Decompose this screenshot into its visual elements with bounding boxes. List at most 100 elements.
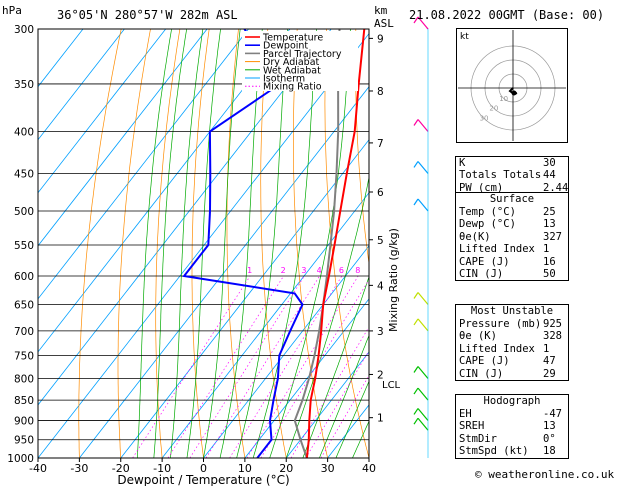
surface-key: Dewp (°C) — [459, 218, 516, 231]
surface-value: 327 — [543, 230, 562, 243]
surface-value: 25 — [543, 206, 556, 218]
wind-barb — [417, 417, 429, 431]
pressure-tick-label: 950 — [14, 435, 34, 447]
hodograph-table-title: Hodograph — [483, 395, 541, 407]
mu-value: 328 — [543, 330, 562, 343]
surface-value: 50 — [543, 267, 556, 280]
wind-barb-flag — [413, 161, 419, 168]
wind-barb — [417, 408, 429, 421]
legend-item: Temperature — [262, 33, 323, 44]
surface-title: Surface — [489, 193, 535, 205]
km-tick-label: 5 — [377, 235, 384, 247]
mixing-ratio-label: 2 — [281, 266, 286, 275]
most-unstable-panel: Most Unstable Pressure (mb) 925 θe (K) 328 L… — [455, 304, 569, 381]
wind-barb-flag — [413, 366, 419, 373]
km-tick-label: 3 — [377, 326, 384, 338]
hodograph-table-panel: Hodograph EH -47 SREH 13 StmDir 0° StmSpd (kt)… — [455, 394, 569, 459]
isotherm-line — [38, 29, 208, 247]
wind-barb-flag — [413, 16, 419, 24]
wet-adiabat-line — [136, 29, 172, 458]
mixing-ratio-label: 10 — [368, 266, 378, 275]
isotherm-line — [285, 351, 369, 458]
km-tick-label: 8 — [377, 86, 384, 98]
surface-key: Temp (°C) — [459, 206, 516, 218]
temp-tick-label: 20 — [279, 462, 293, 475]
wet-adiabat-line — [319, 334, 369, 458]
hodo-key: SREH — [459, 420, 485, 433]
temp-tick-label: -40 — [29, 462, 47, 475]
dry-adiabat-line — [561, 29, 629, 458]
isotherm-line — [161, 192, 369, 458]
wind-barbs — [413, 16, 429, 458]
surface-key: CIN (J) — [459, 267, 504, 280]
wind-barb — [417, 366, 429, 379]
isotherm-line — [203, 245, 369, 458]
wind-barb-flag — [413, 198, 419, 206]
credit-label: © weatheronline.co.uk — [475, 468, 615, 481]
surface-row: Temp (°C) 25 — [456, 206, 568, 218]
mu-key: Lifted Index — [459, 342, 535, 355]
wind-barb-flag — [413, 318, 419, 326]
mixing-ratio-label: 1 — [247, 266, 252, 275]
mu-value: 47 — [543, 355, 556, 368]
mixing-ratio-label: 20 — [411, 266, 421, 275]
mu-row: CAPE (J) 47 — [456, 355, 568, 367]
hodo-key: StmDir — [459, 432, 497, 445]
pressure-tick-label: 450 — [14, 168, 34, 180]
isotherm-line — [38, 29, 125, 141]
mu-row: Pressure (mb) 925 — [456, 318, 568, 330]
km-tick-label: 2 — [377, 369, 384, 381]
indices-panel: K 30 Totals Totals 44 PW (cm) 2.44 — [455, 156, 569, 196]
hodo-value: 0° — [543, 432, 556, 445]
surface-value: 13 — [543, 218, 556, 231]
index-key: PW (cm) — [459, 181, 504, 194]
mixing-ratio-line — [189, 275, 305, 458]
pressure-tick-label: 500 — [14, 206, 34, 218]
hodograph-unit-label: kt — [460, 32, 469, 42]
index-key: Totals Totals — [459, 169, 542, 182]
dry-adiabat-line — [620, 29, 629, 458]
wind-barb — [417, 292, 429, 305]
temp-tick-label: 40 — [362, 462, 376, 475]
surface-row: Dewp (°C) 13 — [456, 218, 568, 230]
dewpoint-line — [182, 29, 304, 458]
km-tick-label: 4 — [377, 280, 384, 292]
wind-barb — [417, 387, 429, 401]
pressure-tick-label: 750 — [14, 350, 34, 362]
wind-barb — [417, 16, 429, 30]
surface-value: 1 — [543, 243, 550, 256]
hodo-value: 13 — [543, 420, 556, 433]
lcl-label: LCL — [382, 380, 401, 391]
index-value: 2.44 — [543, 181, 569, 194]
temp-tick-label: 10 — [238, 462, 252, 475]
asl-unit-label: ASL — [374, 17, 394, 30]
surface-value: 16 — [543, 255, 556, 268]
hodo-value: 18 — [543, 445, 556, 458]
mu-value: 29 — [543, 367, 556, 380]
index-value: 44 — [543, 169, 556, 182]
isotherm-line — [38, 29, 332, 406]
temp-tick-label: -10 — [153, 462, 171, 475]
pressure-unit-label: hPa — [2, 4, 22, 17]
km-unit-label: km — [374, 4, 388, 17]
isotherm-line — [38, 29, 167, 194]
isotherm-line — [244, 298, 369, 458]
wet-adiabat-line — [219, 29, 263, 458]
plot-area: 1 2 3 4 6 8 10 16 20 25 — [38, 29, 629, 458]
pressure-tick-label: 900 — [14, 415, 34, 427]
pressure-tick-label: 550 — [14, 240, 34, 252]
temp-tick-label: 0 — [200, 462, 207, 475]
isotherm-line — [38, 29, 84, 88]
hodograph-storm-marker — [511, 90, 517, 96]
pressure-tick-label: 600 — [14, 271, 34, 283]
legend-item: Dry Adiabat — [263, 57, 320, 68]
surface-key: CAPE (J) — [459, 255, 510, 268]
wind-barb-flag — [413, 292, 419, 299]
hodograph-frame — [456, 28, 568, 143]
mixing-ratio-label: 4 — [317, 266, 322, 275]
dry-adiabat-line — [591, 29, 629, 458]
wet-adiabat-line — [335, 380, 369, 458]
